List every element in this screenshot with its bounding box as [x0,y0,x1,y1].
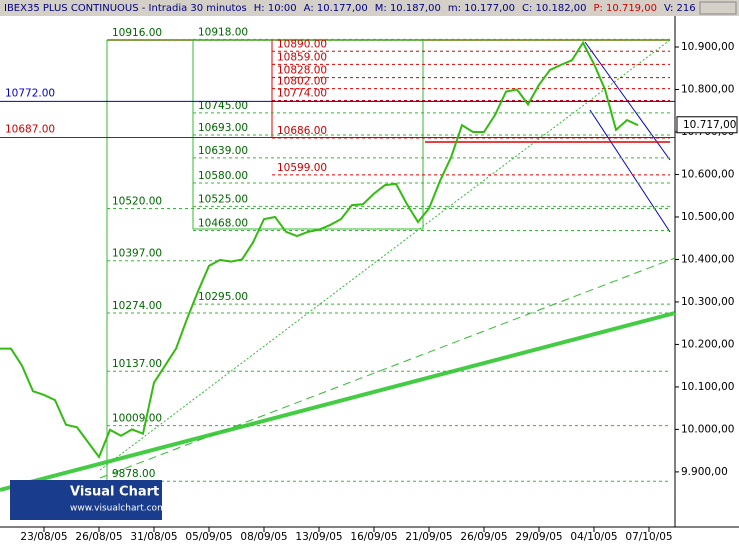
logo-title: Visual Chart [70,485,159,500]
header-text: IBEX35 PLUS CONTINUOUS - Intradia 30 min… [4,3,247,14]
last-price-box [676,116,738,134]
level-label: 10520.00 [112,195,162,207]
plot: 9.900,00 10.000,00 10.100,00 10.200,00 10.30… [0,26,738,543]
level-label: 10580.00 [198,170,248,182]
y-tick-label: 9.900,00 [681,466,728,478]
x-axis-area [0,527,739,545]
header-text: P: 10.719,00 [593,3,656,14]
reference-label: 10772.00 [5,87,55,99]
last-price-label: 10.717,00 [683,119,736,131]
y-tick-label: 10.900,00 [681,41,734,53]
header-text: C: 10.182,00 [522,3,586,14]
logo-box [10,480,162,520]
reference-label: 10687.00 [5,124,55,136]
y-tick-label: 10.400,00 [681,253,734,265]
level-label: 10745.00 [198,100,248,112]
x-tick-label: 26/08/05 [75,531,122,543]
level-label: 10774.00 [277,88,327,100]
x-tick-label: 13/09/05 [295,531,342,543]
logo-url: www.visualchart.com [70,504,166,514]
trendline-dashed [99,257,676,479]
x-tick-label: 08/09/05 [240,531,287,543]
x-tick-label: 07/10/05 [625,531,672,543]
x-tick-label: 31/08/05 [130,531,177,543]
y-tick-label: 10.100,00 [681,381,734,393]
level-label: 10802.00 [277,76,327,88]
header-text: m: 10.177,00 [448,3,515,14]
level-label: 10639.00 [198,145,248,157]
price-line [0,40,639,460]
trendline-dotted [99,39,671,471]
header-text: V: 216 [664,3,696,14]
level-label: 10828.00 [277,65,327,77]
level-label: 10274.00 [112,300,162,312]
y-tick-label: 10.000,00 [681,423,734,435]
level-label: 10918.00 [198,26,248,38]
level-label: 10295.00 [198,291,248,303]
level-label: 10468.00 [198,218,248,230]
level-label: 10009.00 [112,413,162,425]
y-tick-label: 10.200,00 [681,338,734,350]
level-label: 10890.00 [277,38,327,50]
y-tick-label: 10.600,00 [681,168,734,180]
x-tick-label: 05/09/05 [185,531,232,543]
y-tick-label: 10.500,00 [681,211,734,223]
header-bar [0,0,739,16]
level-label: 10397.00 [112,248,162,260]
x-tick-label: 21/09/05 [405,531,452,543]
window-buttons[interactable] [699,1,737,15]
trendline [0,311,676,492]
header-text: A: 10.177,00 [304,3,368,14]
level-label: 10525.00 [198,193,248,205]
header-text: H: 10:00 [254,3,297,14]
level-label: 9878.00 [112,468,155,480]
level-label: 10859.00 [277,51,327,63]
x-tick-label: 04/10/05 [570,531,617,543]
level-label: 10686.00 [277,125,327,137]
level-label: 10916.00 [112,27,162,39]
level-label: 10599.00 [277,162,327,174]
level-label: 10137.00 [112,358,162,370]
y-tick-label: 10.300,00 [681,296,734,308]
x-tick-label: 16/09/05 [350,531,397,543]
header-text: M: 10.187,00 [375,3,441,14]
channel-line [589,109,671,233]
header: IBEX35 PLUS CONTINUOUS - Intradia 30 min… [4,3,727,14]
level-label: 10693.00 [198,122,248,134]
x-tick-label: 26/09/05 [460,531,507,543]
y-tick-label: 10.800,00 [681,84,734,96]
x-tick-label: 23/08/05 [20,531,67,543]
x-tick-label: 29/09/05 [515,531,562,543]
